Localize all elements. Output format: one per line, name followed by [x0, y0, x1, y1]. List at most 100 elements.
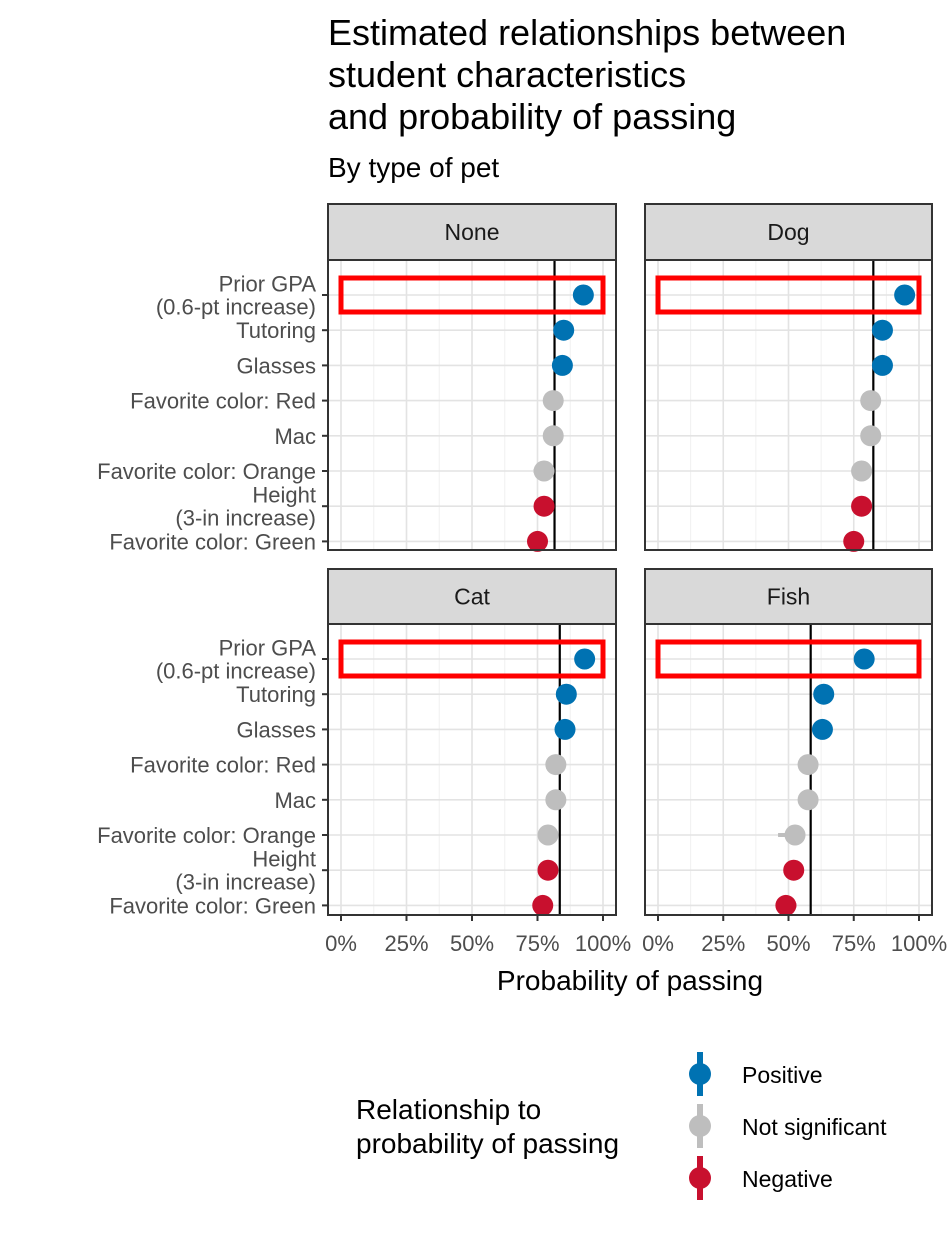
x-tick-label: 75%	[832, 931, 876, 956]
x-tick-label: 100%	[891, 931, 947, 956]
point-height-3-in-increase	[533, 495, 555, 517]
highlight-box	[655, 275, 922, 315]
point-prior-gpa-0-6-pt-increase	[574, 648, 596, 670]
y-tick-label-line: Tutoring	[236, 682, 316, 707]
point-tutoring	[555, 683, 577, 705]
point-favorite-color-red	[542, 390, 564, 412]
y-tick-label: Glasses	[237, 353, 316, 378]
point-mac	[860, 425, 882, 447]
y-tick-label: Mac	[274, 424, 316, 449]
y-tick-label: Prior GPA (0.6-pt increase)	[156, 272, 317, 320]
point-favorite-color-orange	[533, 460, 555, 482]
y-tick-label-line: Prior GPA	[219, 272, 317, 297]
point-mac	[545, 789, 567, 811]
facet-strip-label: Fish	[767, 584, 810, 610]
y-tick-label-line: Mac	[274, 424, 316, 449]
x-tick-label: 0%	[325, 931, 357, 956]
point-height-3-in-increase	[783, 859, 805, 881]
point-mac	[797, 789, 819, 811]
y-tick-label: Tutoring	[236, 682, 316, 707]
y-tick-label: Favorite color: Red	[130, 389, 316, 414]
legend-label-negative: Negative	[742, 1166, 833, 1192]
x-tick-label: 50%	[450, 931, 494, 956]
y-tick-label-line: Favorite color: Red	[130, 753, 316, 778]
y-tick-label-line: (3-in increase)	[175, 870, 316, 895]
point-glasses	[551, 354, 573, 376]
point-favorite-color-orange	[537, 824, 559, 846]
point-tutoring	[553, 319, 575, 341]
point-tutoring	[871, 319, 893, 341]
point-favorite-color-red	[545, 754, 567, 776]
point-glasses	[811, 718, 833, 740]
point-favorite-color-red	[860, 390, 882, 412]
legend-label-positive: Positive	[742, 1062, 823, 1088]
y-tick-label-line: Mac	[274, 788, 316, 813]
facet-panel-none: None Prior GPA (0.6-pt increase)Tutoring Gl…	[97, 203, 617, 554]
facet-strip-label: Cat	[454, 584, 490, 610]
y-tick-label-line: Favorite color: Red	[130, 389, 316, 414]
chart-title: Estimated relationships between student …	[328, 12, 847, 137]
y-tick-label-line: Tutoring	[236, 318, 316, 343]
highlight-box	[338, 639, 606, 679]
y-tick-label-line: Glasses	[237, 717, 316, 742]
x-tick-label: 0%	[642, 931, 674, 956]
point-prior-gpa-0-6-pt-increase	[572, 284, 594, 306]
x-tick-label: 25%	[701, 931, 745, 956]
y-tick-label: Favorite color: Red	[130, 753, 316, 778]
y-tick-label-line: (3-in increase)	[175, 506, 316, 531]
y-tick-label: Favorite color: Green	[109, 529, 316, 554]
facet-strip	[327, 203, 617, 261]
y-tick-label-line: Favorite color: Green	[109, 529, 316, 554]
point-height-3-in-increase	[537, 859, 559, 881]
facet-strip-label: Dog	[767, 219, 809, 245]
y-tick-label-line: Glasses	[237, 353, 316, 378]
x-axis-title: Probability of passing	[497, 965, 763, 996]
y-tick-label: Glasses	[237, 717, 316, 742]
point-glasses	[871, 354, 893, 376]
x-tick-label: 50%	[766, 931, 810, 956]
legend-key-not-significant	[689, 1104, 711, 1148]
point-tutoring	[813, 683, 835, 705]
y-tick-label: Favorite color: Green	[109, 893, 316, 918]
point-favorite-color-green	[843, 530, 865, 552]
legend-key-positive	[689, 1052, 711, 1096]
legend-key-negative	[689, 1156, 711, 1200]
facet-panel-dog: Dog	[644, 203, 933, 552]
point-prior-gpa-0-6-pt-increase	[853, 648, 875, 670]
y-tick-label: Tutoring	[236, 318, 316, 343]
point-favorite-color-green	[527, 530, 548, 552]
highlight-box	[338, 275, 606, 315]
point-favorite-color-red	[797, 754, 819, 776]
y-tick-label-line: Height	[252, 847, 316, 872]
facet-strip	[327, 568, 617, 625]
y-tick-label: Favorite color: Orange	[97, 823, 316, 848]
facet-strip-label: None	[445, 219, 500, 245]
legend-key-point	[689, 1167, 711, 1189]
legend-title: Relationship to probability of passing	[356, 1094, 620, 1159]
chart-subtitle: By type of pet	[328, 152, 500, 183]
facet-strip	[644, 568, 933, 625]
point-mac	[542, 425, 564, 447]
point-favorite-color-green	[532, 894, 554, 916]
facet-strip	[644, 203, 933, 261]
y-tick-label-line: Favorite color: Orange	[97, 459, 316, 484]
y-tick-label: Prior GPA (0.6-pt increase)	[156, 636, 317, 684]
point-favorite-color-green	[775, 894, 797, 916]
facet-panel-fish: Fish 0% 25% 50% 75% 100%	[642, 568, 947, 956]
y-tick-label-line: (0.6-pt increase)	[156, 659, 316, 684]
y-tick-label: Favorite color: Orange	[97, 459, 316, 484]
y-tick-label-line: Favorite color: Orange	[97, 823, 316, 848]
point-height-3-in-increase	[851, 495, 873, 517]
y-tick-label: Height (3-in increase)	[175, 847, 316, 895]
x-tick-label: 100%	[575, 931, 631, 956]
y-tick-label-line: Prior GPA	[219, 636, 317, 661]
x-tick-label: 75%	[515, 931, 559, 956]
facet-panel-cat: Cat Prior GPA (0.6-pt increase)Tutoring Gla…	[97, 568, 631, 956]
legend-key-point	[689, 1115, 711, 1137]
legend-key-point	[689, 1063, 711, 1085]
y-tick-label: Mac	[274, 788, 316, 813]
y-tick-label: Height (3-in increase)	[175, 483, 316, 531]
highlight-box	[655, 639, 922, 679]
y-tick-label-line: Favorite color: Green	[109, 893, 316, 918]
